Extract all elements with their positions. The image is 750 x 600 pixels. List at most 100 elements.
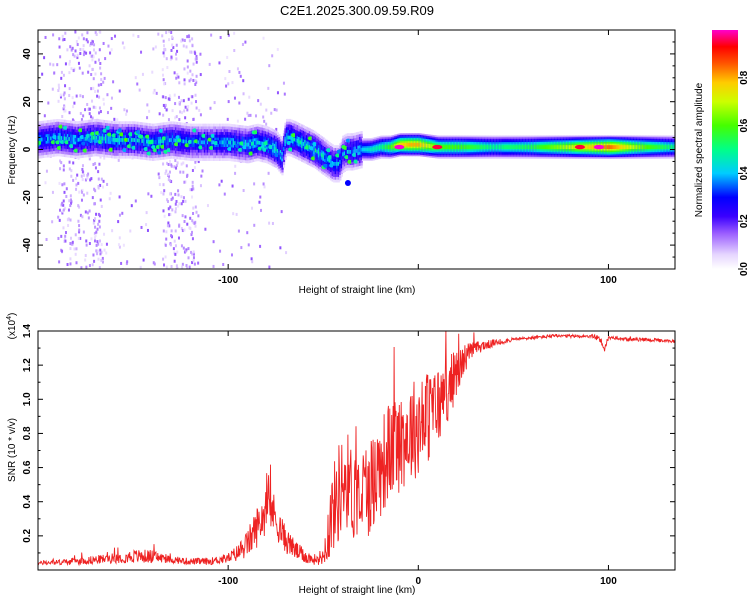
spectrogram-speckle: [78, 224, 81, 228]
spectrogram-ridge: [625, 145, 628, 150]
spectrogram-ridge: [76, 138, 79, 142]
spectrogram-speckle: [60, 234, 63, 238]
spectrogram-speckle: [62, 164, 65, 168]
spectrogram-speckle: [93, 187, 96, 191]
spectrogram-speckle: [61, 183, 64, 187]
spectrogram-ridge: [135, 138, 138, 143]
spectrogram-speckle: [174, 252, 177, 256]
spectrogram-speckle: [181, 265, 184, 269]
spectrogram-speckle: [179, 110, 182, 114]
snr-x-tick-label: 0: [416, 576, 422, 587]
spectrogram-blob: [52, 135, 58, 140]
spectrogram-speckle: [98, 266, 101, 269]
spectrogram-speckle: [79, 47, 82, 51]
spectrogram-ridge: [494, 145, 497, 150]
spectrogram-speckle: [92, 77, 95, 81]
spectrogram-speckle: [80, 198, 83, 202]
spectrogram-speckle: [169, 243, 172, 247]
spectrogram-speckle: [194, 57, 197, 61]
spectrogram-speckle: [45, 169, 48, 173]
spectrogram-ridge: [514, 145, 517, 150]
spectrogram-speckle: [244, 40, 247, 44]
spectrogram-ridge: [587, 145, 590, 150]
spectrogram-ridge: [486, 145, 489, 150]
spectrogram-speckle: [166, 199, 169, 203]
spectrogram-speckle: [191, 168, 194, 172]
spectrogram-ridge: [94, 135, 97, 140]
spectrogram-speckle: [152, 261, 155, 265]
spectrogram-speckle: [234, 164, 237, 168]
spectrogram-ridge: [334, 161, 337, 166]
snr-multiplier: (x104): [6, 313, 18, 340]
spectrogram-speckle: [168, 38, 171, 42]
spectrogram-speckle: [66, 218, 69, 222]
spectrogram-ridge: [491, 145, 494, 150]
spectrogram-ridge: [44, 137, 47, 142]
spectrogram-speckle: [251, 260, 254, 264]
spectrogram-speckle: [167, 178, 170, 182]
spectrogram-speckle: [72, 69, 75, 73]
spectrogram-speckle: [59, 208, 62, 212]
spectrogram-speckle: [69, 262, 72, 266]
spectrogram-speckle: [191, 184, 194, 188]
spectrogram-ridge: [323, 155, 327, 160]
spectrogram-ridge: [447, 145, 450, 150]
spectrogram-ridge: [83, 137, 86, 141]
spectrogram-ridge: [348, 149, 351, 154]
spectrogram-speckle: [88, 107, 91, 111]
spectrogram-speckle: [59, 93, 62, 97]
spectrogram-speckle: [44, 35, 47, 39]
spectrogram-ridge: [234, 141, 237, 146]
spectrogram-ridge: [278, 150, 281, 155]
spectrogram-ridge: [459, 145, 462, 150]
spectrogram-speckle: [182, 99, 185, 103]
spectrogram-speckle: [79, 94, 82, 98]
spectrogram-y-tick-label: -20: [22, 190, 33, 205]
spectrogram-ridge: [552, 145, 555, 150]
spectrogram-ridge: [643, 145, 646, 150]
spectrogram-speckle: [63, 97, 66, 101]
spectrogram-speckle: [108, 197, 111, 201]
spectrogram-speckle: [87, 70, 90, 74]
spectrogram-speckle: [175, 264, 178, 268]
spectrogram-blob: [347, 159, 353, 164]
spectrogram-speckle: [190, 188, 193, 192]
spectrogram-speckle: [197, 160, 200, 164]
spectrogram-speckle: [81, 190, 84, 194]
spectrogram-speckle: [247, 113, 250, 117]
spectrogram-ridge: [206, 140, 210, 145]
spectrogram-speckle: [183, 38, 186, 42]
spectrogram-ridge: [82, 137, 85, 142]
spectrogram-speckle: [174, 116, 177, 120]
spectrogram-speckle: [97, 222, 100, 226]
spectrogram-ridge: [567, 145, 570, 150]
snr-y-tick-label: 0.8: [22, 426, 33, 440]
spectrogram-speckle: [165, 169, 168, 173]
spectrogram-blob: [291, 133, 297, 138]
snr-y-tick-label: 0.4: [22, 494, 33, 508]
spectrogram-ridge: [62, 136, 65, 141]
spectrogram-speckle: [225, 84, 228, 88]
spectrogram-blob: [64, 140, 70, 145]
spectrogram-speckle: [99, 155, 102, 159]
spectrogram-speckle: [89, 54, 92, 58]
spectrogram-speckle: [231, 81, 234, 85]
spectrogram-speckle: [58, 86, 61, 90]
spectrogram-speckle: [73, 101, 76, 105]
spectrogram-ridge: [462, 145, 465, 150]
spectrogram-ridge: [161, 139, 164, 144]
spectrogram-speckle: [121, 267, 124, 269]
spectrogram-speckle: [70, 242, 73, 246]
spectrogram-speckle: [80, 174, 83, 178]
spectrogram-ridge: [120, 138, 123, 142]
spectrogram-speckle: [162, 183, 165, 187]
spectrogram-speckle: [178, 202, 181, 206]
spectrogram-speckle: [158, 183, 161, 187]
spectrogram-speckle: [71, 96, 74, 100]
spectrogram-speckle: [177, 95, 180, 99]
spectrogram-ridge: [559, 145, 562, 150]
spectrogram-ridge: [412, 142, 415, 147]
spectrogram-speckle: [193, 166, 196, 170]
spectrogram-speckle: [191, 180, 194, 184]
spectrogram-speckle: [100, 78, 103, 82]
